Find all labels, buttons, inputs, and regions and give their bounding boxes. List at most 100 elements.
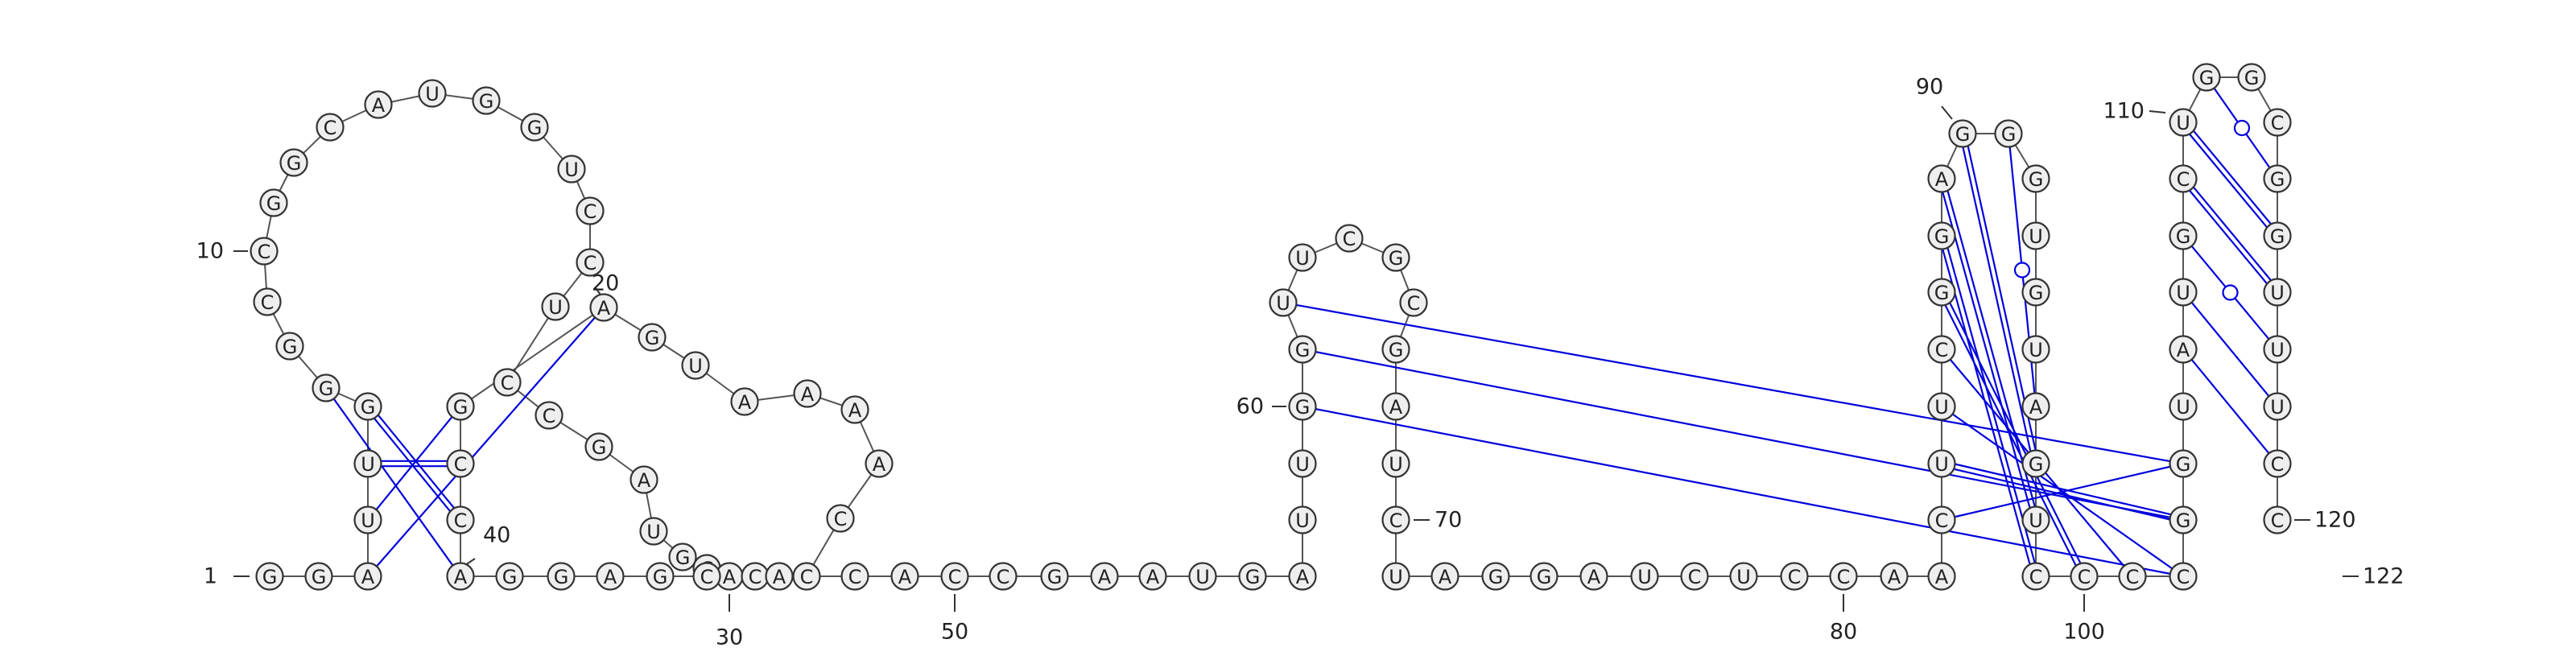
nucleotide-59: A	[1288, 562, 1317, 591]
base-pair	[1315, 351, 2171, 518]
nucleotide-70: A	[1381, 392, 1410, 421]
nucleotide-circle	[596, 562, 625, 591]
nucleotide-circle	[2263, 335, 2292, 364]
nucleotide-37: A	[730, 387, 759, 416]
nucleotide-circle	[2169, 449, 2198, 478]
nucleotide-circle	[576, 196, 605, 225]
nucleotide-circle	[2263, 278, 2292, 307]
nucleotide-circle	[793, 379, 822, 408]
nucleotide-letter: U	[2270, 396, 2285, 419]
nucleotide-letter: G	[2176, 225, 2191, 248]
nucleotide-letter: U	[1295, 453, 1310, 476]
nucleotide-circle	[547, 562, 576, 591]
position-label-1: 1	[204, 564, 217, 589]
nucleotide-letter: U	[361, 453, 375, 476]
nucleotide-letter: G	[1295, 339, 1311, 361]
nucleotide-22: C	[493, 368, 522, 397]
nucleotide-35: A	[840, 395, 869, 424]
nucleotide-circle	[255, 562, 284, 591]
nucleotide-circle	[1530, 562, 1558, 591]
nucleotide-letter: G	[502, 566, 518, 588]
nucleotide-60: U	[1288, 505, 1317, 534]
nucleotide-letter: G	[1537, 566, 1552, 588]
base-pair-line	[2193, 186, 2272, 281]
nucleotide-3: A	[353, 562, 382, 591]
nucleotide-circle	[584, 432, 613, 461]
nucleotide-88: C	[1927, 335, 1956, 364]
nucleotide-circle	[576, 248, 605, 277]
nucleotide-108: A	[2169, 335, 2198, 364]
nucleotide-letter: U	[2176, 396, 2190, 419]
nucleotide-letter: C	[543, 405, 556, 427]
nucleotide-letter: G	[554, 566, 569, 588]
nucleotide-circle	[1927, 449, 1956, 478]
nucleotide-56: A	[1138, 562, 1167, 591]
nucleotide-17: G	[520, 113, 549, 142]
nucleotide-letter: A	[1935, 566, 1949, 588]
nucleotide-52: C	[940, 562, 969, 591]
nucleotide-letter: A	[597, 297, 611, 320]
nucleotide-6: G	[353, 392, 382, 421]
nucleotide-circle	[1381, 243, 1410, 272]
nucleotide-circle	[1288, 392, 1317, 421]
nucleotide-61: U	[1288, 449, 1317, 478]
nucleotide-circle	[1381, 335, 1410, 364]
nucleotide-97: U	[2021, 335, 2050, 364]
nucleotide-letter: G	[262, 566, 278, 588]
nucleotide-8: G	[275, 332, 304, 361]
nucleotide-letter: G	[479, 90, 494, 113]
nucleotide-51: A	[890, 562, 919, 591]
nucleotide-85: C	[1927, 505, 1956, 534]
nucleotide-letter: U	[2029, 225, 2043, 248]
nucleotide-letter: A	[738, 391, 752, 414]
base-pair-line	[1954, 468, 2170, 521]
nucleotide-letter: C	[1343, 228, 1356, 250]
nucleotide-letter: U	[1934, 453, 1949, 476]
nucleotide-55: A	[1090, 562, 1119, 591]
nucleotide-circle	[1238, 562, 1267, 591]
nucleotide-circle	[1090, 562, 1119, 591]
nucleotide-86: U	[1927, 449, 1956, 478]
nucleotide-letter: G	[1295, 396, 1311, 419]
position-label-120: 120	[2314, 508, 2356, 533]
base-pair	[2190, 302, 2270, 397]
nucleotide-45: G	[495, 562, 524, 591]
nucleotide-letter: C	[454, 509, 468, 532]
nucleotide-circle	[2169, 108, 2198, 137]
base-pair-line	[1942, 192, 2031, 509]
nucleotide-letter: U	[1295, 509, 1310, 532]
nucleotide-circle	[638, 323, 667, 352]
position-label-90: 90	[1916, 75, 1943, 100]
nucleotide-72: C	[1381, 505, 1410, 534]
nucleotide-letter: A	[361, 566, 375, 588]
nucleotide-107: U	[2169, 392, 2198, 421]
nucleotide-letter: G	[2029, 168, 2044, 191]
nucleotide-letter: C	[1407, 292, 1421, 315]
nucleotide-circle	[2169, 335, 2198, 364]
nucleotide-1: G	[255, 562, 284, 591]
nucleotide-circle	[2021, 449, 2050, 478]
nucleotide-14: A	[364, 90, 393, 119]
base-pair-line	[1315, 351, 2171, 518]
backbone-link	[460, 307, 605, 407]
nucleotide-layer: GGAUUGGGCCGGCAUGGUCCUCCGAUGCACACCAAAAUGA…	[250, 63, 2292, 591]
nucleotide-letter: A	[848, 399, 862, 422]
nucleotide-letter: C	[834, 508, 848, 530]
nucleotide-letter: G	[453, 396, 469, 419]
base-pair	[374, 415, 455, 512]
nucleotide-letter: G	[2270, 168, 2285, 191]
nucleotide-circle	[1430, 562, 1459, 591]
nucleotide-letter: U	[1934, 396, 1949, 419]
nucleotide-circle	[2021, 505, 2050, 534]
nucleotide-letter: G	[2199, 67, 2215, 89]
nucleotide-letter: A	[773, 566, 786, 588]
nucleotide-84: A	[1927, 562, 1956, 591]
nucleotide-letter: A	[1389, 396, 1403, 419]
nucleotide-circle	[2070, 562, 2099, 591]
nucleotide-121: C	[2263, 449, 2292, 478]
nucleotide-letter: A	[873, 453, 886, 476]
nucleotide-101: C	[2021, 562, 2050, 591]
nucleotide-circle	[1994, 119, 2023, 148]
nucleotide-letter: G	[266, 192, 282, 215]
